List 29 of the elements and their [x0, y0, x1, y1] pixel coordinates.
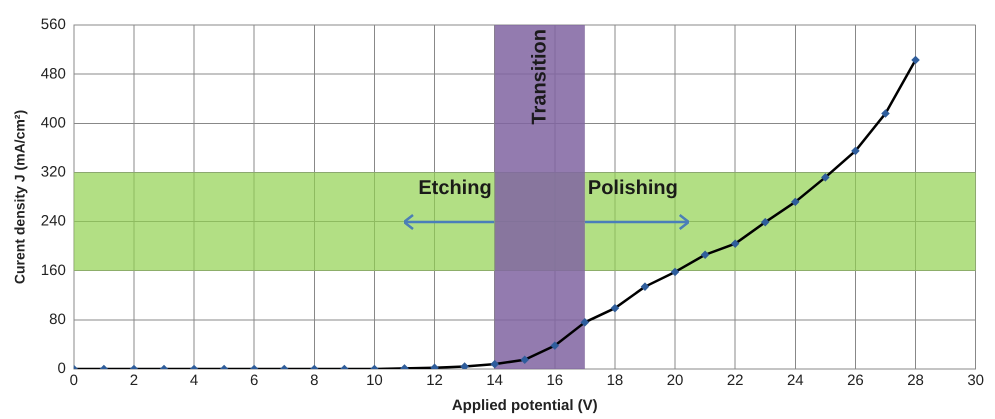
y-tick-label: 0 [57, 360, 66, 378]
x-tick-label: 4 [190, 372, 198, 390]
y-tick-label: 400 [40, 114, 66, 132]
x-tick-label: 16 [546, 372, 564, 390]
x-tick-label: 2 [130, 372, 138, 390]
x-tick-label: 18 [606, 372, 624, 390]
x-tick-label: 26 [847, 372, 864, 390]
x-tick-label: 8 [310, 372, 318, 390]
x-tick-label: 24 [786, 372, 804, 390]
x-tick-label: 10 [366, 372, 383, 390]
x-tick-label: 14 [486, 372, 504, 390]
x-tick-label: 20 [666, 372, 684, 390]
x-tick-label: 0 [70, 372, 78, 390]
y-tick-label: 240 [40, 212, 66, 230]
x-tick-label: 28 [907, 372, 924, 390]
x-tick-label: 30 [967, 372, 984, 390]
x-tick-label: 22 [726, 372, 744, 390]
y-axis-title: Curent density J (mA/cm²) [11, 110, 28, 284]
y-tick-label: 160 [40, 262, 66, 279]
band-label: Transition [528, 29, 550, 125]
x-axis-title: Applied potential (V) [452, 397, 598, 414]
y-tick-label: 560 [40, 16, 66, 34]
annotation: Polishing [588, 176, 678, 199]
y-tick-label: 80 [49, 311, 66, 328]
x-tick-label: 6 [250, 372, 258, 390]
y-tick-label: 480 [40, 65, 66, 82]
annotation: Etching [418, 176, 492, 199]
y-tick-label: 320 [40, 164, 66, 181]
x-tick-label: 12 [426, 372, 443, 390]
